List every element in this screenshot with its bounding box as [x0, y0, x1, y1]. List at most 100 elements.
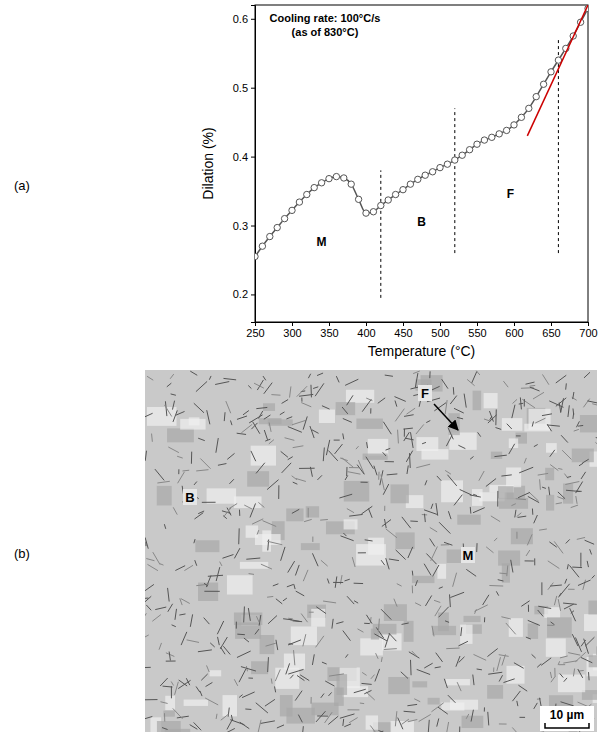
annotation: Cooling rate: 100°C/s: [270, 12, 381, 24]
texture-lath: [288, 640, 301, 645]
texture-lath: [580, 553, 581, 567]
texture-grain: [207, 488, 236, 503]
texture-grain: [210, 670, 222, 676]
texture-lath: [402, 623, 409, 624]
texture-lath: [439, 587, 443, 589]
texture-lath: [454, 408, 464, 413]
texture-lath: [406, 451, 412, 462]
texture-lath: [288, 669, 303, 674]
texture-lath: [551, 622, 555, 625]
texture-lath: [561, 435, 568, 442]
texture-lath: [290, 675, 293, 679]
texture-lath: [215, 382, 229, 385]
texture-lath: [538, 473, 548, 475]
texture-grain: [596, 646, 597, 655]
texture-lath: [321, 560, 328, 566]
y-tick-label: 0.5: [233, 82, 248, 94]
scale-bar: [545, 723, 589, 728]
x-tick-label: 650: [542, 327, 560, 339]
texture-lath: [585, 637, 594, 646]
texture-lath: [216, 567, 220, 581]
texture-lath: [365, 540, 373, 541]
texture-lath: [179, 614, 185, 615]
texture-lath: [415, 373, 418, 388]
texture-lath: [381, 657, 383, 662]
texture-lath: [303, 570, 308, 581]
texture-lath: [256, 703, 268, 713]
texture-lath: [328, 716, 338, 724]
texture-lath: [461, 627, 462, 636]
texture-lath: [348, 472, 361, 474]
texture-grain: [502, 418, 523, 431]
y-tick: 0.3: [233, 220, 255, 232]
texture-lath: [444, 679, 447, 688]
texture-lath: [549, 487, 550, 495]
texture-lath: [344, 724, 351, 727]
texture-lath: [581, 472, 586, 479]
texture-grain: [280, 695, 293, 716]
texture-lath: [563, 661, 577, 663]
texture-lath: [157, 481, 169, 483]
texture-lath: [550, 585, 562, 586]
x-axis-line: [256, 323, 589, 327]
texture-lath: [145, 451, 146, 461]
texture-lath: [217, 621, 223, 634]
data-point: [255, 253, 258, 259]
texture-lath: [239, 669, 246, 682]
x-tick-label: 700: [579, 327, 597, 339]
texture-lath: [385, 375, 393, 376]
texture-lath: [446, 648, 459, 650]
texture-lath: [191, 452, 192, 464]
texture-lath: [533, 392, 544, 399]
texture-lath: [285, 438, 295, 441]
texture-lath: [175, 566, 185, 571]
texture-grain: [268, 419, 293, 425]
texture-lath: [539, 529, 547, 530]
texture-lath: [187, 640, 199, 643]
data-line: [255, 8, 588, 256]
texture-lath: [526, 382, 535, 384]
texture-lath: [406, 408, 415, 414]
y-tick-mark: [251, 294, 255, 295]
texture-lath: [556, 398, 566, 407]
texture-lath: [234, 679, 237, 686]
texture-lath: [346, 467, 347, 476]
texture-lath: [477, 668, 482, 670]
x-tick-mark: [588, 322, 589, 326]
texture-grain: [286, 508, 303, 521]
texture-lath: [547, 425, 560, 426]
texture-lath: [511, 504, 515, 506]
texture-lath: [565, 482, 579, 485]
texture-lath: [429, 371, 430, 378]
texture-grain: [506, 468, 521, 488]
texture-lath: [366, 398, 372, 401]
texture-lath: [577, 537, 585, 539]
texture-lath: [473, 654, 486, 660]
texture-lath: [160, 702, 167, 704]
texture-lath: [317, 373, 323, 375]
data-point: [318, 180, 324, 186]
texture-lath: [296, 478, 306, 481]
texture-lath: [381, 560, 385, 565]
texture-lath: [450, 592, 464, 597]
texture-lath: [264, 383, 272, 394]
texture-lath: [547, 424, 551, 431]
texture-lath: [507, 424, 512, 429]
texture-lath: [409, 652, 420, 658]
texture-lath: [343, 433, 344, 439]
texture-lath: [207, 410, 210, 424]
texture-lath: [146, 605, 151, 610]
texture-lath: [554, 668, 555, 676]
texture-lath: [417, 669, 430, 674]
micrograph: [145, 370, 597, 732]
texture-lath: [559, 593, 562, 597]
texture-lath: [574, 429, 579, 431]
texture-lath: [424, 564, 431, 576]
texture-lath: [578, 702, 589, 706]
texture-lath: [200, 691, 202, 696]
texture-grain: [319, 410, 335, 424]
data-point: [437, 164, 443, 170]
texture-lath: [560, 584, 570, 596]
texture-lath: [382, 520, 391, 527]
texture-lath: [371, 675, 375, 679]
